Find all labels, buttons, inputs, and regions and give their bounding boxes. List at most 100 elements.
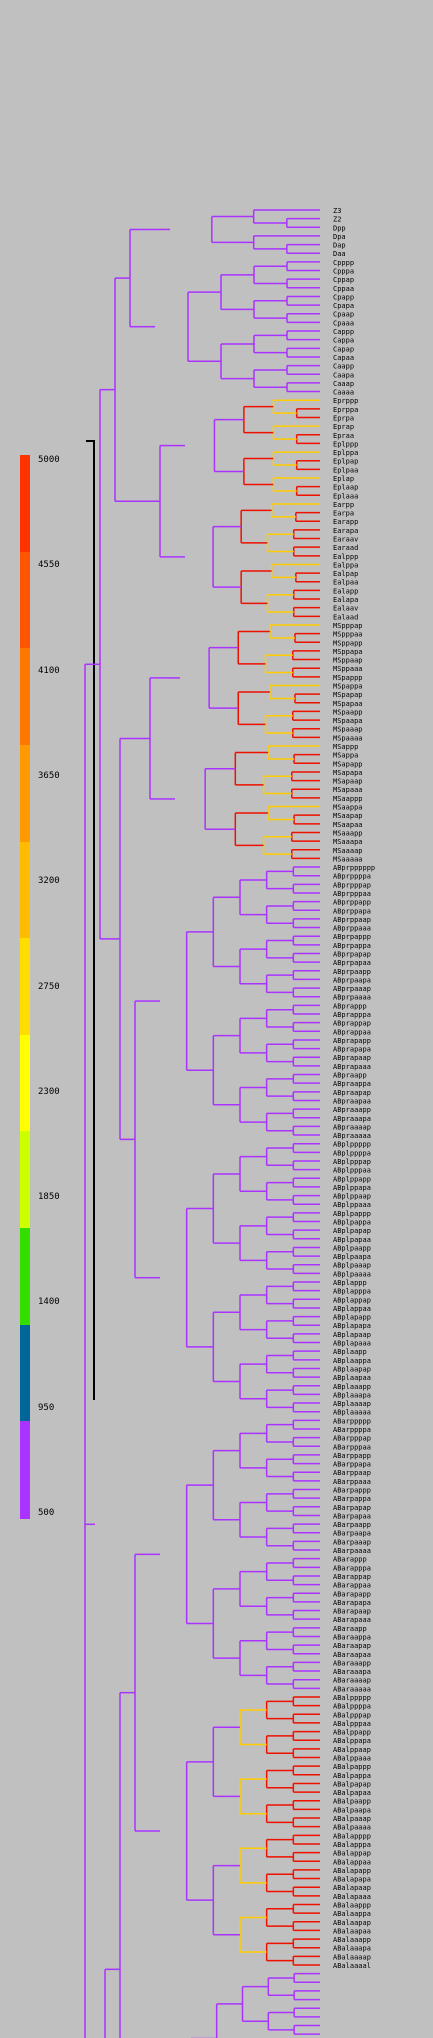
leaf-label: Z3 [333, 207, 341, 215]
leaf-label: ABplppaaa [333, 1201, 371, 1209]
leaf-label: ABplpppaa [333, 1167, 371, 1175]
leaf-label: ABaraaapp [333, 1659, 371, 1667]
leaf-label: ABplpapaa [333, 1236, 371, 1244]
leaf-label: MSpaaaa [333, 734, 363, 742]
legend-color-segment [20, 1421, 30, 1519]
leaf-label: MSapapa [333, 769, 363, 777]
leaf-label: Ealppp [333, 553, 358, 561]
leaf-label: Eplppp [333, 440, 358, 448]
leaf-label: ABarappp [333, 1556, 367, 1564]
leaf-label: Cappa [333, 337, 354, 345]
leaf-label: ABalppapp [333, 1729, 371, 1737]
leaf-label: MSpappp [333, 674, 363, 682]
tree-root-line [93, 440, 95, 1400]
leaf-label: ABplppppa [333, 1149, 371, 1157]
leaf-label: Eplaaa [333, 492, 358, 500]
leaf-label: ABaraapaa [333, 1651, 371, 1659]
leaf-label: ABprpappa [333, 942, 371, 950]
leaf-label: ABarpappp [333, 1487, 371, 1495]
leaf-label: ABalapppa [333, 1841, 371, 1849]
leaf-label: ABarppppa [333, 1426, 371, 1434]
leaf-label: Cappp [333, 328, 354, 336]
leaf-label: ABalaappp [333, 1901, 371, 1909]
leaf-label: ABprpppap [333, 881, 371, 889]
leaf-label: ABprppapp [333, 899, 371, 907]
leaf-label: ABpraapaa [333, 1097, 371, 1105]
leaf-label: ABpraaaap [333, 1123, 371, 1131]
leaf-label: ABplpppap [333, 1158, 371, 1166]
leaf-label: Earpp [333, 501, 354, 509]
leaf-label: ABplapaap [333, 1331, 371, 1339]
leaf-label: ABpraaaaa [333, 1132, 371, 1140]
leaf-label: ABarapaaa [333, 1616, 371, 1624]
leaf-label: ABalapaaa [333, 1893, 371, 1901]
leaf-label: ABprppppa [333, 873, 371, 881]
leaf-label: ABalaappa [333, 1910, 371, 1918]
legend-tick-label: 4100 [38, 665, 60, 676]
leaf-label: ABplappaa [333, 1305, 371, 1313]
leaf-label: MSpappa [333, 682, 363, 690]
leaf-label: ABalpapap [333, 1780, 371, 1788]
leaf-label: ABprpaapp [333, 968, 371, 976]
leaf-label: MSppaaa [333, 665, 363, 673]
leaf-label: ABarppaaa [333, 1478, 371, 1486]
leaf-label: ABplaapap [333, 1365, 371, 1373]
leaf-label: MSaaaaa [333, 855, 363, 863]
leaf-label: ABpraaapp [333, 1106, 371, 1114]
leaf-label: MSpaaap [333, 726, 363, 734]
leaf-label: ABaraaaap [333, 1677, 371, 1685]
leaf-label: ABarpappa [333, 1495, 371, 1503]
leaf-label: Daa [333, 250, 346, 258]
leaf-label: MSapapp [333, 760, 363, 768]
leaf-label: Dap [333, 242, 346, 250]
leaf-label: MSppaap [333, 657, 363, 665]
leaf-label: ABplaaaap [333, 1400, 371, 1408]
leaf-label: ABalpaaap [333, 1815, 371, 1823]
leaf-label: Eplpap [333, 458, 358, 466]
leaf-label: ABplpaaaa [333, 1270, 371, 1278]
leaf-label: MSppapa [333, 648, 363, 656]
leaf-label: ABplaaapa [333, 1391, 371, 1399]
leaf-label: Eprppp [333, 397, 358, 405]
leaf-label: Cppap [333, 276, 354, 284]
leaf-label: ABalapapa [333, 1876, 371, 1884]
leaf-label: Earaav [333, 536, 358, 544]
leaf-label: ABprapapp [333, 1037, 371, 1045]
legend-tick-label: 4550 [38, 560, 60, 571]
leaf-label: ABalaaapa [333, 1945, 371, 1953]
leaf-label: ABplappp [333, 1279, 367, 1287]
leaf-label: ABarpppaa [333, 1443, 371, 1451]
leaf-label: ABalppaaa [333, 1755, 371, 1763]
legend-color-segment [20, 1034, 30, 1133]
leaf-label: ABplpapap [333, 1227, 371, 1235]
legend-color-segment [20, 1228, 30, 1326]
leaf-label: ABplpaaap [333, 1262, 371, 1270]
leaf-label: Cpppp [333, 259, 354, 267]
leaf-label: ABarappaa [333, 1582, 371, 1590]
leaf-label: ABaraaapa [333, 1668, 371, 1676]
leaf-label: ABprappp [333, 1002, 367, 1010]
leaf-label: ABplaappa [333, 1357, 371, 1365]
legend-color-segment [20, 551, 30, 650]
leaf-label: ABarapaap [333, 1608, 371, 1616]
leaf-label: Cpapp [333, 293, 354, 301]
leaf-label: ABalapapp [333, 1867, 371, 1875]
leaf-label: ABplppapa [333, 1184, 371, 1192]
legend-tick-label: 5000 [38, 455, 60, 465]
leaf-label: ABalppapa [333, 1737, 371, 1745]
leaf-label: ABarpaaaa [333, 1547, 371, 1555]
leaf-label: ABprpapap [333, 950, 371, 958]
leaf-label: ABprapaaa [333, 1063, 371, 1071]
legend-color-segment [20, 1131, 30, 1230]
leaf-label: MSaaaap [333, 847, 363, 855]
leaf-label: ABplppppp [333, 1141, 371, 1149]
legend-tick-label: 1400 [38, 1297, 60, 1308]
leaf-label: ABarpapaa [333, 1512, 371, 1520]
leaf-label: ABprppaaa [333, 925, 371, 933]
leaf-label: ABarpapap [333, 1504, 371, 1512]
leaf-label: ABplppaap [333, 1193, 371, 1201]
leaf-label: ABarpaapp [333, 1521, 371, 1529]
leaf-label: Capaa [333, 354, 354, 362]
